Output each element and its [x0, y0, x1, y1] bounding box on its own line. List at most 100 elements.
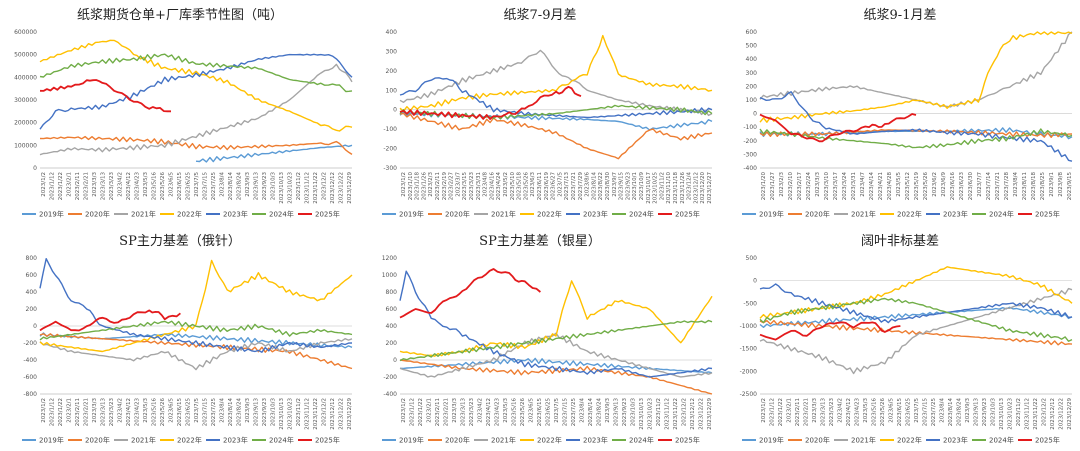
legend-label: 2025年 [1035, 210, 1060, 219]
x-tick-label: 2023/4/23 [495, 398, 501, 427]
x-tick-label: 2023/5/3 [143, 172, 149, 197]
series-line-2024年 [759, 128, 1073, 149]
x-tick-label: 2023/9/23 [625, 172, 631, 201]
x-tick-label: 2023/10/13 [639, 398, 645, 430]
x-tick-label: 2023/6/3 [530, 172, 536, 197]
x-tick-label: 2023/4/28 [887, 172, 893, 201]
x-tick-label: 2023/4/12 [126, 172, 132, 200]
legend-label: 2023年 [943, 436, 968, 445]
x-tick-label: 2023/2/21 [444, 398, 450, 426]
y-tick-label: 300 [746, 70, 758, 77]
y-tick-label: 400 [26, 289, 38, 296]
x-tick-label: 2023/1/2 [41, 172, 47, 197]
series-line-2022年 [399, 280, 713, 357]
x-tick-label: 2023/10/23 [1008, 398, 1014, 430]
chart-svg: 纸浆9-1月差 -400 -300 -200 -100 0 100 200 300 400 500 6… [742, 8, 1073, 219]
y-tick-label: 600 [26, 272, 38, 279]
y-tick-label: 200000 [14, 120, 37, 127]
x-tick-label: 2023/3/3 [92, 172, 98, 197]
x-tick-label: 2023/3/23 [109, 172, 115, 201]
x-tick-label: 2023/2/3 [779, 172, 785, 197]
series-line-2021年 [759, 31, 1073, 108]
x-tick-label: 2023/12/22 [699, 398, 705, 430]
legend-label: 2023年 [223, 210, 248, 219]
x-tick-label: 2023/3/24 [842, 172, 848, 201]
x-tick-label: 2023/8/14 [948, 398, 954, 427]
x-tick-label: 2023/3/10 [824, 172, 830, 201]
x-tick-label: 2023/7/15 [203, 172, 209, 201]
x-tick-label: 2023/2/1 [427, 398, 433, 423]
y-tick-label: 0 [393, 107, 397, 114]
x-tick-label: 2023/11/22 [313, 398, 319, 430]
x-tick-label: 2023/10/13 [279, 172, 285, 204]
x-tick-label: 2023/1/12 [770, 398, 776, 426]
x-tick-label: 2023/10/17 [646, 172, 652, 204]
x-tick-label: 2023/7/25 [931, 398, 937, 427]
x-tick-label: 2023/1/12 [50, 172, 56, 200]
x-tick-label: 2023/8/18 [1031, 172, 1037, 201]
x-tick-label: 2023/12/12 [330, 172, 336, 204]
x-tick-label: 2023/12/2 [322, 172, 328, 200]
x-tick-label: 2023/4/2 [838, 398, 844, 423]
x-tick-label: 2023/7/14 [986, 172, 992, 201]
legend-label: 2023年 [943, 210, 968, 219]
x-tick-label: 2023/4/2 [118, 398, 124, 423]
x-tick-label: 2023/10/23 [288, 398, 294, 430]
x-tick-label: 2023/11/2 [296, 172, 302, 200]
x-tick-label: 2023/8/24 [237, 172, 243, 201]
x-tick-label: 2023/8/4 [940, 398, 946, 423]
x-tick-label: 2023/2/11 [435, 398, 441, 426]
x-tick-label: 2023/6/2 [932, 172, 938, 197]
x-tick-label: 2023/1/22 [778, 398, 784, 426]
legend-label: 2024年 [629, 210, 654, 219]
x-tick-label: 2023/2/11 [795, 398, 801, 426]
series-line-2022年 [39, 39, 353, 132]
x-tick-label: 2023/2/27 [449, 172, 455, 201]
y-tick-label: -400 [23, 357, 37, 364]
y-tick-label: 500000 [14, 52, 37, 59]
x-tick-label: 2023/3/15 [462, 172, 468, 201]
y-tick-label: 200 [746, 83, 758, 90]
legend-label: 2021年 [131, 210, 156, 219]
series-line-2025年 [399, 85, 582, 120]
x-tick-label: 2023/9/3 [245, 172, 251, 197]
x-tick-label: 2023/3/13 [101, 172, 107, 201]
x-tick-label: 2023/9/23 [262, 172, 268, 201]
x-tick-label: 2023/11/2 [1016, 398, 1022, 426]
x-tick-label: 2023/9/7 [612, 172, 618, 197]
x-tick-label: 2023/12/29 [1067, 398, 1073, 430]
x-tick-label: 2023/1/20 [761, 172, 767, 201]
x-tick-label: 2023/1/12 [410, 398, 416, 426]
y-tick-label: 300 [386, 48, 398, 55]
x-tick-label: 2023/2/21 [84, 398, 90, 426]
x-tick-label: 2023/6/5 [169, 172, 175, 197]
y-tick-label: -1000 [740, 323, 758, 330]
x-tick-label: 2023/2/17 [797, 172, 803, 201]
y-tick-label: 500 [746, 255, 758, 262]
x-tick-label: 2023/12/29 [347, 398, 353, 430]
y-tick-label: -200 [23, 340, 37, 347]
x-tick-label: 2023/12/22 [339, 398, 345, 430]
legend-label: 2022年 [537, 436, 562, 445]
x-tick-label: 2023/11/2 [296, 398, 302, 426]
x-tick-label: 2023/1/10 [408, 172, 414, 201]
legend-label: 2024年 [989, 210, 1014, 219]
chart-panel-5: SP主力基差（银星） -400 -200 0 200 400 600 800 1000 1200 2… [360, 226, 720, 451]
x-tick-label: 2023/11/12 [305, 172, 311, 204]
x-tick-label: 2023/8/22 [598, 172, 604, 200]
x-tick-label: 2023/1/26 [421, 172, 427, 201]
legend-label: 2019年 [399, 436, 424, 445]
x-tick-label: 2023/12/12 [693, 172, 699, 204]
x-tick-label: 2023/7/5 [557, 172, 563, 197]
x-tick-label: 2023/6/30 [968, 172, 974, 201]
series-line-2025年 [759, 321, 901, 341]
x-tick-label: 2023/3/13 [821, 398, 827, 427]
series-line-2023年 [39, 258, 353, 353]
series-line-2019年 [195, 144, 353, 163]
x-tick-label: 2023/12/2 [322, 398, 328, 426]
x-tick-label: 2023/7/25 [571, 398, 577, 427]
chart-title: 纸浆7-9月差 [504, 8, 577, 23]
x-tick-label: 2023/6/15 [177, 398, 183, 427]
x-tick-label: 2023/2/11 [75, 398, 81, 426]
